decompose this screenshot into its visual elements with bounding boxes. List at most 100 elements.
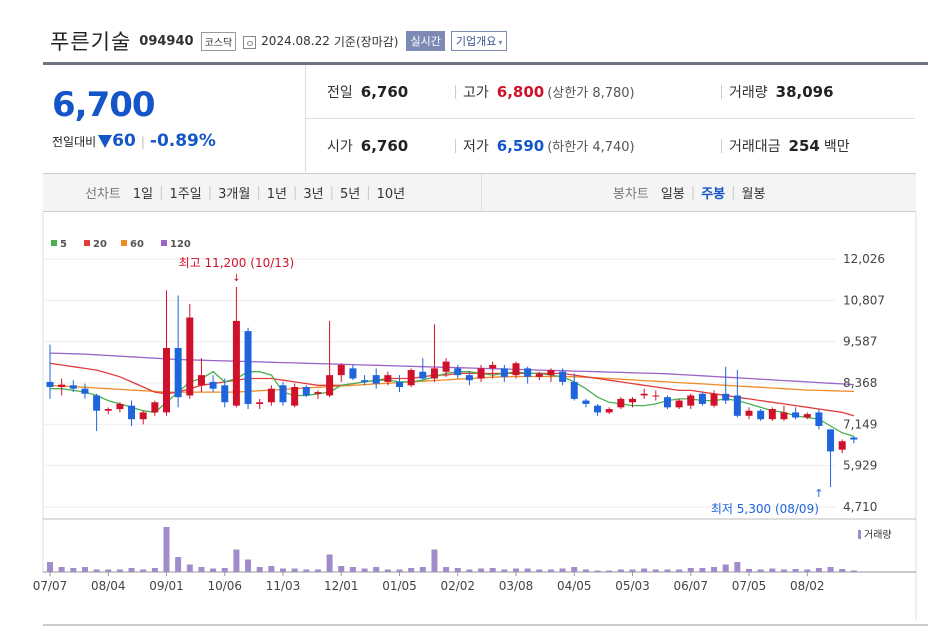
volume-bar <box>280 568 286 572</box>
tab-1w[interactable]: 1주일 <box>169 187 202 202</box>
tab-5y[interactable]: 5년 <box>339 187 361 202</box>
stock-name: 푸른기술 <box>50 30 132 54</box>
y-tick-label: 5,929 <box>843 459 877 473</box>
volume-bar <box>291 568 298 572</box>
candle-body <box>477 368 485 379</box>
x-tick-label: 05/03 <box>615 579 650 593</box>
legend-label: 60 <box>130 239 144 250</box>
company-info-dropdown[interactable]: 기업개요 ▾ <box>450 31 508 51</box>
moving-average-ma120 <box>49 352 854 386</box>
candle-body <box>384 375 392 382</box>
line-chart-label: 선차트 <box>85 187 121 202</box>
candle-body <box>803 414 811 418</box>
volume-bar <box>513 568 519 572</box>
candle-body <box>815 412 823 426</box>
volume-bar <box>606 570 613 572</box>
open-label: 시가 <box>327 138 353 155</box>
low-cell: 저가 6,590 (하한가 4,740) <box>463 119 635 172</box>
candle-body <box>524 368 532 377</box>
x-tick-label: 12/01 <box>324 579 359 593</box>
volume-bar <box>827 567 834 572</box>
candle-body <box>104 409 112 411</box>
candle-body <box>396 381 403 387</box>
candle-body <box>570 381 578 399</box>
y-tick-label: 9,587 <box>843 335 877 349</box>
tab-daily[interactable]: 일봉 <box>660 187 685 202</box>
tab-1y[interactable]: 1년 <box>266 187 287 202</box>
legend: 5 20 60 120 <box>51 239 191 250</box>
volume-bar <box>804 569 811 572</box>
volume-bar <box>757 569 764 572</box>
x-tick-label: 08/02 <box>790 579 825 593</box>
volume-bar <box>175 557 182 572</box>
upper-limit: (상한가 8,780) <box>547 86 635 101</box>
high-value: 6,800 <box>496 82 545 101</box>
candle-body <box>232 320 240 406</box>
candle-chart-label: 봉차트 <box>613 187 649 202</box>
candle-body <box>850 437 858 440</box>
volume-bar <box>815 568 822 572</box>
tab-10y[interactable]: 10년 <box>376 187 406 202</box>
y-tick-label: 12,026 <box>843 252 885 266</box>
volume-bar <box>210 568 217 572</box>
volume-legend-swatch <box>858 530 861 539</box>
prev-close-value: 6,760 <box>360 82 409 101</box>
volume-bar <box>746 569 752 572</box>
chevron-down-icon: ▾ <box>498 38 503 47</box>
volume-bar <box>198 567 205 572</box>
tab-3m[interactable]: 3개월 <box>218 187 251 202</box>
x-tick-label: 06/07 <box>673 579 708 593</box>
candle-body <box>559 371 567 382</box>
high-label: 고가 <box>463 84 489 101</box>
candle-body <box>827 429 835 452</box>
stat-divider <box>721 139 722 153</box>
volume-bar <box>396 569 403 572</box>
volume-bar <box>116 569 123 572</box>
change-percent: -0.89% <box>149 131 216 151</box>
volume-bar <box>256 567 263 572</box>
y-tick-label: 4,710 <box>843 500 877 514</box>
volume-bar <box>769 568 776 572</box>
legend-swatch <box>84 240 90 246</box>
volume-bar <box>47 562 53 572</box>
volume-bar <box>489 568 496 572</box>
candle-body <box>430 368 438 379</box>
volume-bar <box>186 564 193 572</box>
volume-bar <box>361 568 368 572</box>
tab-weekly[interactable]: 주봉 <box>701 187 726 202</box>
x-tick-label: 02/02 <box>440 579 475 593</box>
prev-close-label: 전일 <box>327 84 353 101</box>
candle-body <box>197 375 205 386</box>
change-label: 전일대비 <box>52 135 97 149</box>
candle-body <box>745 410 753 416</box>
volume-bar <box>163 527 170 572</box>
volume-bar <box>303 569 310 572</box>
volume-bar <box>81 567 88 572</box>
volume-bar <box>664 569 671 572</box>
volume-bar <box>722 564 729 572</box>
realtime-button[interactable]: 실시간 <box>406 31 445 51</box>
tab-3y[interactable]: 3년 <box>303 187 324 202</box>
tab-1d[interactable]: 1일 <box>132 187 154 202</box>
volume-bar <box>594 570 601 572</box>
volume-bar <box>629 569 636 572</box>
stock-code: 094940 <box>139 33 194 49</box>
volume-bar <box>711 567 718 572</box>
x-tick-label: 10/06 <box>207 579 242 593</box>
volume-bar <box>326 554 333 572</box>
volume-bar <box>221 568 228 572</box>
stat-divider <box>455 139 456 153</box>
x-tick-label: 11/03 <box>266 579 301 593</box>
prev-close-cell: 전일 6,760 <box>327 65 408 118</box>
volume-bar <box>70 568 77 572</box>
max-arrow-icon: ↓ <box>232 273 240 284</box>
low-label: 저가 <box>463 138 489 155</box>
market-badge: 코스닥 <box>200 31 237 51</box>
tab-monthly[interactable]: 월봉 <box>741 187 766 202</box>
candle-body <box>58 384 66 387</box>
candle-body <box>209 381 217 389</box>
stat-divider <box>721 85 722 99</box>
candle-body <box>547 370 555 376</box>
volume-bar <box>245 559 252 572</box>
volume-bar <box>839 569 846 572</box>
